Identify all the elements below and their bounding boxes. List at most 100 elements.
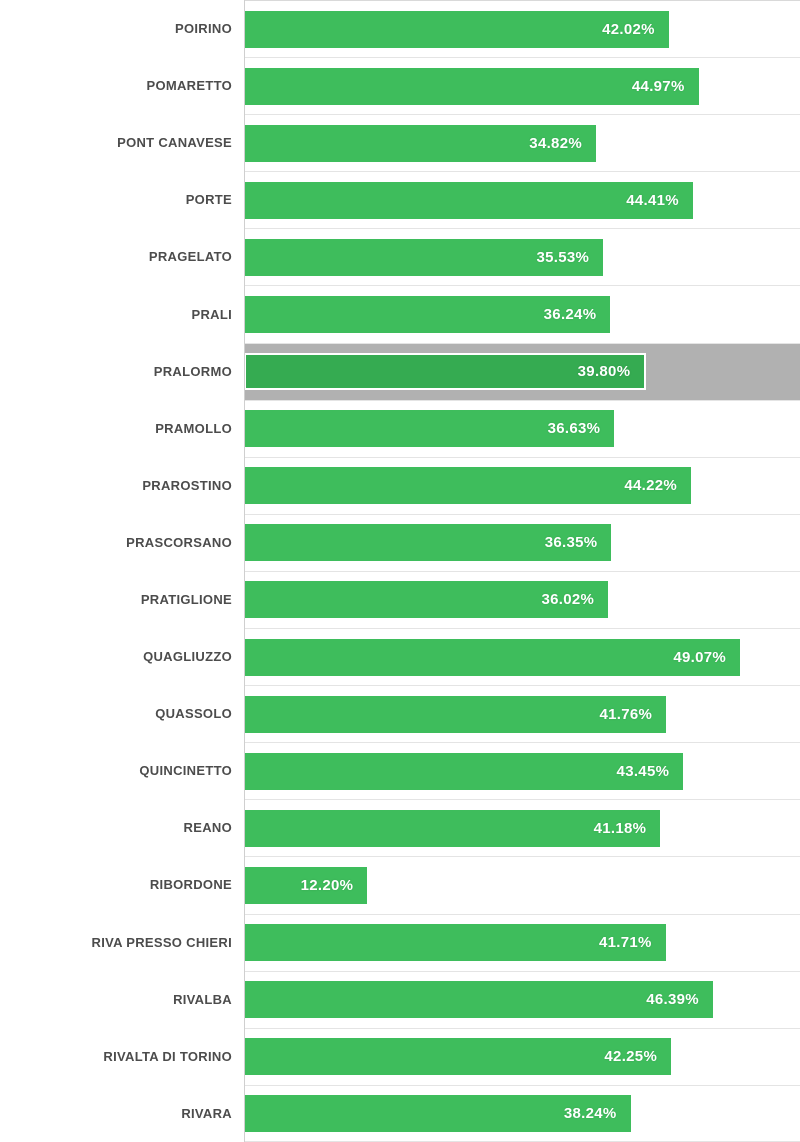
plot-cell: 42.02%	[244, 0, 800, 57]
category-label: PRAROSTINO	[142, 477, 232, 493]
category-label-cell: RIVALTA DI TORINO	[0, 1028, 244, 1085]
category-label: QUASSOLO	[155, 706, 232, 722]
category-label: PRATIGLIONE	[140, 591, 232, 607]
category-label-cell: PRAGELATO	[0, 228, 244, 285]
bar-value-label: 36.24%	[543, 306, 597, 324]
category-label: PRALORMO	[153, 363, 232, 379]
category-label: RIVALBA	[173, 991, 232, 1007]
bar[interactable]: 42.02%	[244, 10, 669, 48]
category-label-cell: RIVA PRESSO CHIERI	[0, 914, 244, 971]
bar-value-label: 39.80%	[577, 363, 631, 381]
bar[interactable]: 12.20%	[244, 866, 368, 904]
category-label-cell: POIRINO	[0, 0, 244, 57]
plot-cell: 41.18%	[244, 799, 800, 856]
category-label-cell: RIBORDONE	[0, 856, 244, 913]
bar[interactable]: 36.24%	[244, 296, 611, 334]
bar[interactable]: 42.25%	[244, 1038, 672, 1076]
bar-row: QUASSOLO 41.76%	[0, 685, 800, 742]
category-label-cell: PRALORMO	[0, 343, 244, 400]
plot-cell: 43.45%	[244, 742, 800, 799]
plot-cell: 41.76%	[244, 685, 800, 742]
bar-row: PRAMOLLO 36.63%	[0, 399, 800, 457]
plot-cell: 36.02%	[244, 570, 800, 628]
bar-value-label: 38.24%	[563, 1104, 617, 1122]
bar[interactable]: 41.76%	[244, 695, 667, 733]
category-label-cell: PRAROSTINO	[0, 457, 244, 514]
category-label: PRAGELATO	[148, 249, 232, 265]
bar-row: PRAROSTINO 44.22%	[0, 456, 800, 514]
y-axis-line	[244, 0, 245, 1142]
plot-cell: 41.71%	[244, 913, 800, 971]
bar[interactable]: 46.39%	[244, 981, 713, 1019]
bar-row: PRALI 36.24%	[0, 285, 800, 342]
bar[interactable]: 38.24%	[244, 1094, 631, 1132]
plot-cell: 36.24%	[244, 285, 800, 342]
category-label: PRALI	[191, 306, 232, 322]
bar-value-label: 43.45%	[616, 762, 670, 780]
category-label-cell: QUAGLIUZZO	[0, 628, 244, 685]
category-label: PORTE	[185, 192, 232, 208]
bar-row: POMARETTO 44.97%	[0, 57, 800, 114]
bar[interactable]: 49.07%	[244, 638, 741, 676]
bar-row: RIVALTA DI TORINO 42.25%	[0, 1027, 800, 1085]
plot-cell: 34.82%	[244, 114, 800, 171]
category-label: RIBORDONE	[149, 877, 232, 893]
bar[interactable]: 39.80%	[244, 353, 647, 391]
bar[interactable]: 41.18%	[244, 809, 661, 847]
plot-cell: 38.24%	[244, 1084, 800, 1142]
category-label-cell: RIVARA	[0, 1085, 244, 1142]
bar[interactable]: 36.63%	[244, 410, 615, 448]
bar-row: RIVA PRESSO CHIERI 41.71%	[0, 913, 800, 971]
category-label: PRAMOLLO	[155, 420, 232, 436]
plot-cell: 36.35%	[244, 513, 800, 571]
category-label-cell: PONT CANAVESE	[0, 114, 244, 171]
bar[interactable]: 44.41%	[244, 181, 693, 219]
category-label: RIVARA	[181, 1105, 232, 1121]
bar-value-label: 44.41%	[626, 191, 679, 209]
bar-value-label: 36.63%	[547, 420, 601, 438]
category-label-cell: POMARETTO	[0, 57, 244, 114]
bar[interactable]: 44.22%	[244, 467, 692, 505]
bar[interactable]: 34.82%	[244, 124, 596, 162]
category-label: QUAGLIUZZO	[143, 649, 232, 665]
category-label: PONT CANAVESE	[117, 135, 232, 151]
plot-cell: 44.97%	[244, 57, 800, 114]
plot-cell: 42.25%	[244, 1027, 800, 1085]
plot-cell: 44.41%	[244, 171, 800, 228]
bar-value-label: 44.97%	[631, 77, 685, 95]
bar[interactable]: 44.97%	[244, 67, 699, 105]
bar-value-label: 41.76%	[599, 705, 653, 723]
bar-row: PORTE 44.41%	[0, 171, 800, 228]
category-label-cell: PRALI	[0, 285, 244, 342]
bar-row: PONT CANAVESE 34.82%	[0, 114, 800, 171]
plot-cell: 49.07%	[244, 628, 800, 685]
bar-row: PRASCORSANO 36.35%	[0, 513, 800, 571]
bar-value-label: 36.35%	[544, 534, 598, 552]
plot-cell: 44.22%	[244, 456, 800, 514]
bar-row: RIBORDONE 12.20%	[0, 856, 800, 913]
category-label: RIVA PRESSO CHIERI	[91, 934, 232, 950]
bar-row: PRAGELATO 35.53%	[0, 228, 800, 285]
bar-row: POIRINO 42.02%	[0, 0, 800, 57]
category-label-cell: PRATIGLIONE	[0, 571, 244, 628]
plot-cell: 39.80%	[244, 342, 800, 400]
category-label-cell: QUINCINETTO	[0, 742, 244, 799]
bar[interactable]: 35.53%	[244, 238, 604, 276]
category-label: PRASCORSANO	[126, 534, 232, 550]
bar-row: RIVARA 38.24%	[0, 1084, 800, 1142]
bar-value-label: 34.82%	[529, 134, 582, 152]
bar-row: PRALORMO 39.80%	[0, 342, 800, 400]
bar[interactable]: 36.02%	[244, 581, 609, 619]
category-label: POIRINO	[175, 21, 232, 37]
bar[interactable]: 43.45%	[244, 752, 684, 790]
bar-row: RIVALBA 46.39%	[0, 970, 800, 1028]
bar[interactable]: 41.71%	[244, 924, 666, 962]
bar-row: PRATIGLIONE 36.02%	[0, 570, 800, 628]
category-label: REANO	[183, 820, 232, 836]
category-label-cell: PORTE	[0, 171, 244, 228]
bar-row: QUAGLIUZZO 49.07%	[0, 628, 800, 685]
bar[interactable]: 36.35%	[244, 524, 612, 562]
bar-value-label: 35.53%	[536, 248, 590, 266]
plot-cell: 12.20%	[244, 856, 800, 913]
